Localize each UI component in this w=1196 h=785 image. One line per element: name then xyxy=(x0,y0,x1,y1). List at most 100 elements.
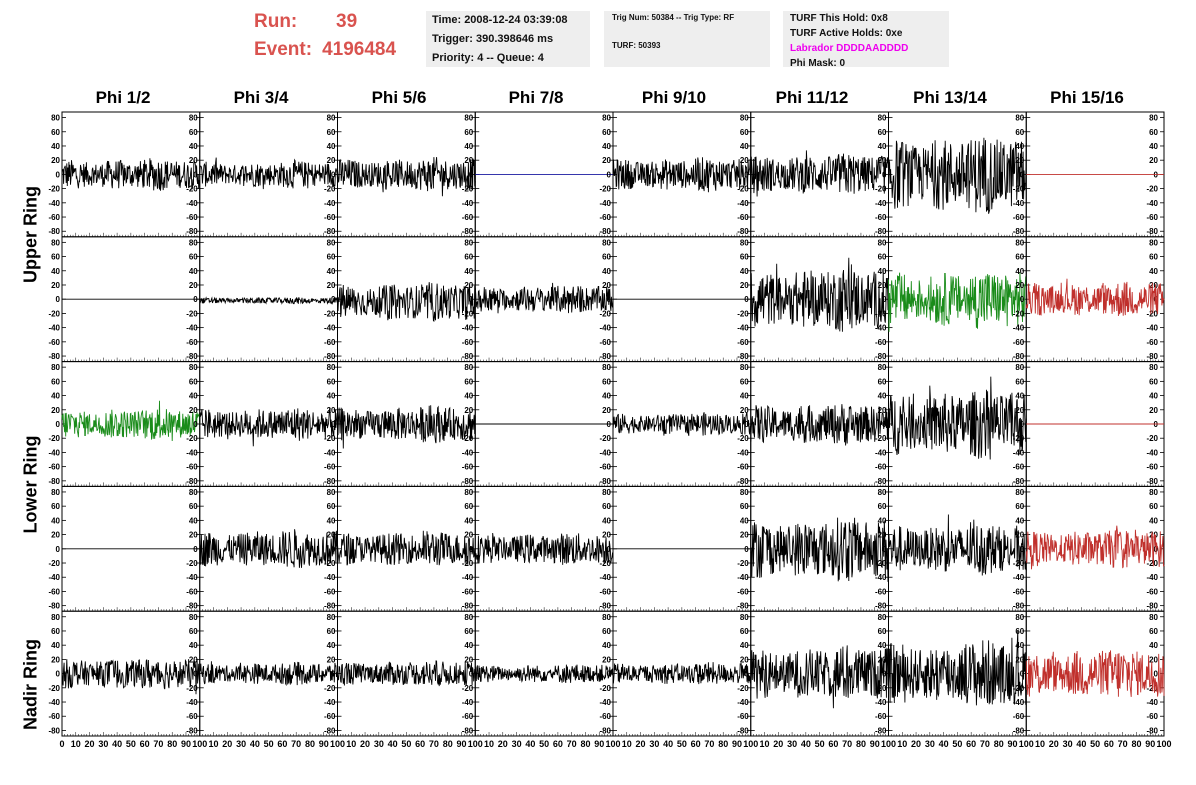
y-tick-label: 0 xyxy=(607,295,612,304)
y-tick-label: -60 xyxy=(599,587,611,596)
y-tick-label: -20 xyxy=(599,434,611,443)
y-tick-label: 40 xyxy=(878,392,887,401)
y-tick-label: 20 xyxy=(1149,531,1158,540)
y-tick-label: -60 xyxy=(1013,463,1025,472)
y-tick-label: 40 xyxy=(189,516,198,525)
y-tick-label: -60 xyxy=(737,338,749,347)
y-tick-label: -80 xyxy=(1013,602,1025,611)
y-tick-label: 40 xyxy=(464,267,473,276)
y-tick-label: -80 xyxy=(1146,227,1158,236)
y-tick-label: -60 xyxy=(462,213,474,222)
y-tick-label: -80 xyxy=(324,227,336,236)
y-tick-label: 80 xyxy=(878,238,887,247)
waveform-trace xyxy=(474,532,614,565)
labrador-text: Labrador DDDDAADDDD xyxy=(790,43,909,54)
y-tick-label: 0 xyxy=(744,670,749,679)
x-tick-label: 30 xyxy=(512,739,522,749)
y-tick-label: 0 xyxy=(56,420,61,429)
y-tick-label: 40 xyxy=(51,267,60,276)
x-tick-label: 80 xyxy=(856,739,866,749)
waveform-trace xyxy=(61,400,201,442)
y-tick-label: 60 xyxy=(1149,253,1158,262)
trig-info-box: Trig Num: 50384 -- Trig Type: RF TURF: 5… xyxy=(604,11,770,67)
y-tick-label: -80 xyxy=(875,352,887,361)
y-tick-label: 40 xyxy=(602,641,611,650)
y-tick-label: 20 xyxy=(878,406,887,415)
y-tick-label: 0 xyxy=(1020,295,1025,304)
y-tick-label: 80 xyxy=(189,613,198,622)
y-tick-label: 80 xyxy=(740,488,749,497)
y-tick-label: 80 xyxy=(464,488,473,497)
y-tick-label: 20 xyxy=(189,655,198,664)
y-tick-label: -20 xyxy=(875,559,887,568)
x-tick-label: 90 xyxy=(732,739,742,749)
y-tick-label: -80 xyxy=(462,352,474,361)
y-tick-label: 60 xyxy=(878,502,887,511)
column-header-phi-9-10: Phi 9/10 xyxy=(641,88,707,107)
y-tick-label: -60 xyxy=(599,338,611,347)
x-tick-label: 40 xyxy=(663,739,673,749)
column-header-phi-7-8: Phi 7/8 xyxy=(508,88,564,107)
waveform-trace xyxy=(612,157,752,194)
waveform-trace xyxy=(474,664,614,683)
y-tick-label: -80 xyxy=(1146,477,1158,486)
y-tick-label: 0 xyxy=(193,170,198,179)
y-tick-label: 40 xyxy=(740,392,749,401)
y-tick-label: -80 xyxy=(599,726,611,735)
y-tick-label: -40 xyxy=(737,698,749,707)
y-tick-label: 20 xyxy=(1015,156,1024,165)
y-tick-label: 20 xyxy=(602,531,611,540)
y-tick-label: -40 xyxy=(737,448,749,457)
y-tick-label: 80 xyxy=(327,613,336,622)
x-tick-label: 20 xyxy=(636,739,646,749)
y-tick-label: 20 xyxy=(878,531,887,540)
y-tick-label: 80 xyxy=(878,488,887,497)
y-tick-label: -40 xyxy=(599,698,611,707)
y-tick-label: -80 xyxy=(324,726,336,735)
y-tick-label: 60 xyxy=(327,253,336,262)
column-header-phi-1-2: Phi 1/2 xyxy=(95,88,151,107)
time-text: Time: 2008-12-24 03:39:08 xyxy=(432,14,568,26)
y-tick-label: -60 xyxy=(186,587,198,596)
y-tick-label: 20 xyxy=(1015,281,1024,290)
y-tick-label: -60 xyxy=(1013,712,1025,721)
y-tick-label: 20 xyxy=(602,281,611,290)
y-tick-label: 80 xyxy=(327,488,336,497)
y-tick-label: 0 xyxy=(744,420,749,429)
y-tick-label: -40 xyxy=(1146,448,1158,457)
y-tick-label: 60 xyxy=(464,377,473,386)
y-tick-label: 20 xyxy=(740,655,749,664)
y-tick-label: 80 xyxy=(51,114,60,123)
trig-num-text: Trig Num: 50384 -- Trig Type: RF xyxy=(612,13,735,22)
waveform-trace xyxy=(199,408,338,447)
waveform-trace xyxy=(337,282,476,322)
y-tick-label: 20 xyxy=(327,531,336,540)
waveform-trace xyxy=(199,661,338,687)
y-tick-label: -60 xyxy=(462,587,474,596)
y-tick-label: 80 xyxy=(327,114,336,123)
y-tick-label: 80 xyxy=(1015,613,1024,622)
y-tick-label: -20 xyxy=(1013,309,1025,318)
y-tick-label: 60 xyxy=(602,502,611,511)
y-tick-label: 80 xyxy=(1015,238,1024,247)
y-tick-label: -40 xyxy=(1146,698,1158,707)
turf-this-hold-text: TURF This Hold: 0x8 xyxy=(790,13,888,24)
y-tick-label: 0 xyxy=(193,545,198,554)
y-tick-label: 40 xyxy=(878,267,887,276)
y-tick-label: -80 xyxy=(737,352,749,361)
y-tick-label: -60 xyxy=(324,587,336,596)
y-tick-label: -60 xyxy=(1146,213,1158,222)
y-tick-label: 20 xyxy=(51,156,60,165)
y-tick-label: 20 xyxy=(878,281,887,290)
y-tick-label: -60 xyxy=(875,712,887,721)
y-tick-label: -60 xyxy=(875,213,887,222)
x-tick-label: 90 xyxy=(319,739,329,749)
phi-mask-text: Phi Mask: 0 xyxy=(790,58,846,69)
x-tick-label: 50 xyxy=(815,739,825,749)
y-tick-label: -40 xyxy=(186,324,198,333)
y-tick-label: 40 xyxy=(464,392,473,401)
y-tick-label: 40 xyxy=(51,641,60,650)
y-tick-label: 0 xyxy=(469,170,474,179)
y-tick-label: 80 xyxy=(1149,363,1158,372)
x-tick-label: 60 xyxy=(553,739,563,749)
